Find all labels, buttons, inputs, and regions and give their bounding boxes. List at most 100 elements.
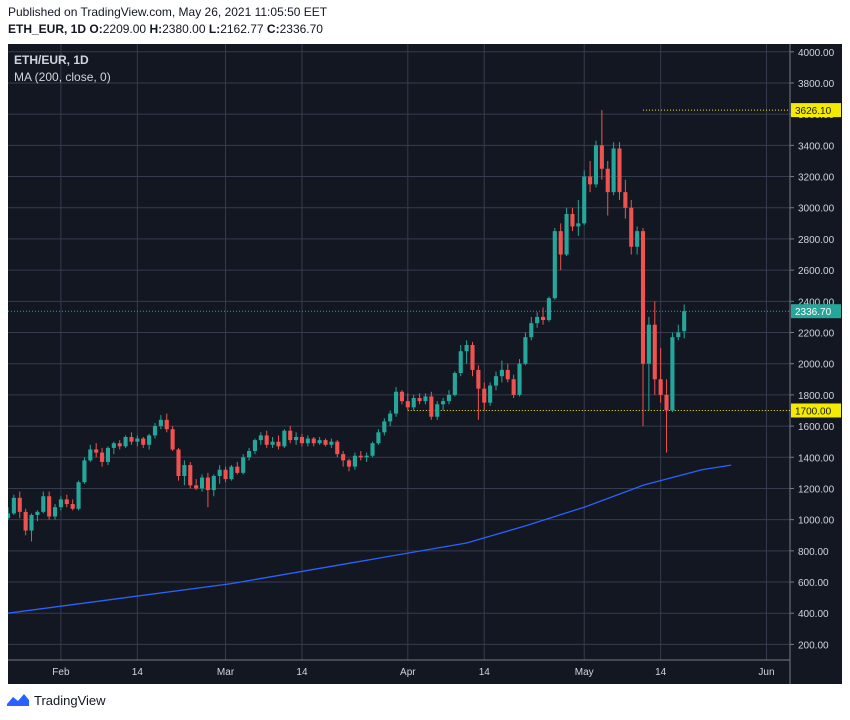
y-tick-label: 3200.00: [798, 173, 835, 184]
candle-body: [493, 376, 499, 386]
candle-body: [264, 435, 269, 445]
y-tick-label: 2400.00: [798, 297, 835, 308]
footer-brand: TradingView: [34, 692, 106, 708]
candle-body: [52, 507, 58, 517]
candle-body: [535, 316, 540, 324]
candle-body: [199, 477, 205, 489]
x-tick-label: Feb: [52, 667, 70, 678]
candlestick-chart[interactable]: 200.00 400.00 600.00 800.00 1000.00 1200.00 14…: [5, 44, 842, 684]
chart-area[interactable]: 200.00 400.00 600.00 800.00 1000.00 1200.00 14…: [5, 44, 842, 684]
candle-body: [164, 419, 169, 430]
candle-body: [405, 401, 410, 408]
candle-body: [58, 499, 63, 508]
legend-ma: MA (200, close, 0): [14, 70, 111, 84]
candle-body: [352, 455, 357, 467]
x-tick-label: Apr: [400, 667, 416, 678]
candle-body: [446, 394, 452, 402]
candle-body: [117, 443, 122, 447]
x-tick-label: May: [575, 667, 594, 678]
candle-body: [617, 148, 622, 193]
candle-body: [29, 514, 34, 531]
candle-body: [270, 441, 275, 445]
candle-body: [341, 454, 346, 461]
candle-body: [217, 469, 222, 476]
candle-body: [576, 223, 581, 227]
symbol-text: ETH_EUR, 1D: [8, 22, 87, 36]
candle-body: [323, 440, 328, 445]
candle-body: [305, 438, 310, 444]
candle-body: [452, 373, 457, 395]
candle-body: [382, 421, 387, 433]
candle-body: [476, 369, 481, 389]
candle-body: [252, 440, 258, 452]
time-axis-background: [8, 660, 790, 684]
candle-body: [623, 192, 628, 208]
y-tick-label: 1200.00: [798, 484, 835, 495]
candle-body: [188, 465, 193, 486]
candle-body: [94, 449, 99, 453]
candle-body: [664, 394, 669, 411]
candle-body: [658, 379, 663, 395]
published-text: Published on TradingView.com, May 26, 20…: [8, 5, 328, 19]
candle-body: [417, 398, 422, 402]
candle-body: [629, 207, 634, 247]
candle-body: [141, 438, 146, 445]
open-label: O:: [89, 22, 103, 36]
candle-body: [499, 369, 504, 377]
candle-body: [288, 430, 293, 441]
level-price-label: 1700.00: [795, 406, 832, 417]
candle-body: [552, 231, 557, 299]
candle-body: [517, 363, 522, 395]
y-tick-label: 2000.00: [798, 360, 835, 371]
y-tick-label: 200.00: [798, 640, 829, 651]
candle-body: [317, 440, 322, 444]
low-label: L:: [208, 22, 221, 36]
candle-body: [652, 324, 657, 380]
candle-body: [640, 231, 646, 364]
y-tick-label: 400.00: [798, 609, 829, 620]
candle-body: [64, 499, 69, 505]
candle-body: [158, 419, 163, 427]
candle-body: [276, 441, 281, 447]
candle-body: [41, 496, 46, 512]
candle-body: [670, 337, 675, 411]
last-price-label: 2336.70: [795, 307, 832, 318]
legend-symbol: ETH/EUR, 1D: [14, 53, 89, 67]
candle-body: [111, 443, 116, 448]
candle-body: [182, 465, 187, 476]
footer: TradingView: [6, 692, 106, 708]
y-tick-label: 2800.00: [798, 235, 835, 246]
candle-body: [676, 332, 681, 338]
candle-body: [135, 438, 140, 442]
y-tick-label: 800.00: [798, 547, 829, 558]
candle-body: [194, 485, 199, 489]
candle-body: [76, 482, 81, 509]
candle-body: [488, 385, 493, 403]
x-tick-label: 14: [655, 667, 667, 678]
close-value: 2336.70: [279, 22, 323, 36]
candle-body: [229, 466, 234, 480]
candle-body: [411, 398, 416, 408]
y-tick-label: 600.00: [798, 578, 829, 589]
ohlc-line: ETH_EUR, 1D O:2209.00 H:2380.00 L:2162.7…: [8, 22, 323, 36]
candle-body: [435, 404, 440, 417]
candle-body: [635, 231, 640, 247]
candle-body: [299, 436, 305, 444]
level-price-box: [791, 103, 841, 118]
candle-body: [82, 460, 87, 483]
y-tick-label: 4000.00: [798, 48, 835, 59]
candle-body: [235, 466, 240, 473]
candle-body: [370, 443, 375, 456]
candle-body: [364, 455, 369, 458]
candle-body: [646, 324, 651, 364]
candle-body: [570, 213, 575, 227]
high-value: 2380.00: [162, 22, 206, 36]
candle-body: [100, 452, 105, 462]
candle-body: [5, 513, 11, 519]
y-tick-label: 1800.00: [798, 391, 835, 402]
candle-body: [123, 436, 128, 447]
candle-body: [241, 457, 246, 473]
candle-body: [458, 351, 463, 374]
candle-body: [605, 168, 610, 193]
published-line: Published on TradingView.com, May 26, 20…: [8, 5, 327, 19]
